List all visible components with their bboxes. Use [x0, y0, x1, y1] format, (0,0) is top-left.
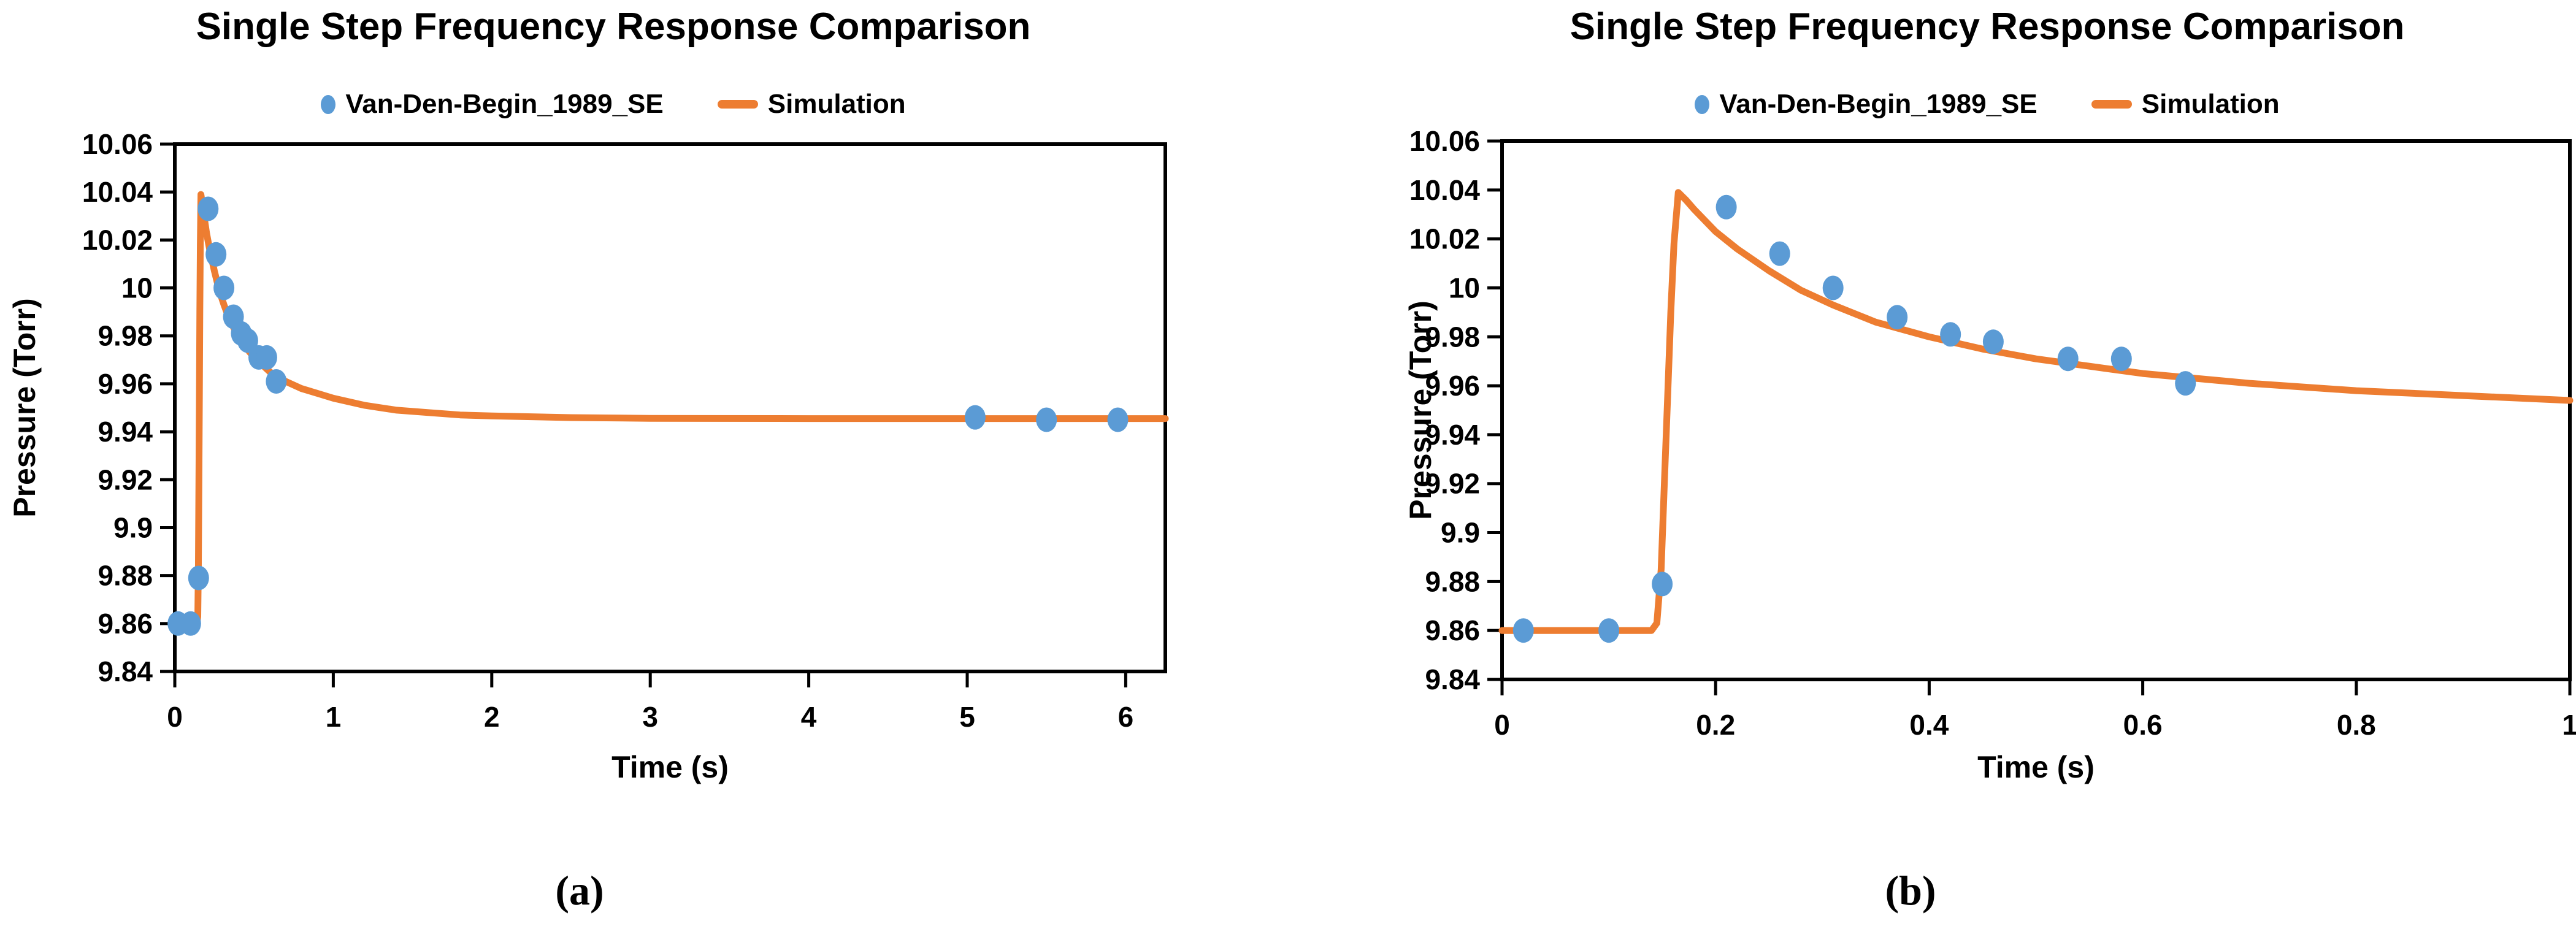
simulation-line [1498, 189, 2574, 634]
y-tick-label: 9.88 [1425, 565, 1480, 597]
chart-b-plot-area: 9.849.869.889.99.929.949.969.981010.0210… [1409, 125, 2576, 741]
chart-b-legend: Van-Den-Begin_1989_SE Simulation [1398, 78, 2576, 130]
plot-frame [173, 142, 1167, 673]
y-tick-label: 9.9 [113, 511, 153, 543]
observed-data-point [1652, 572, 1673, 597]
simulation-line [171, 191, 1169, 627]
observed-data-point [1982, 329, 2004, 354]
x-tick-label: 6 [1118, 701, 1134, 733]
y-tick-label: 10.04 [1409, 174, 1481, 206]
x-tick-label: 3 [642, 701, 658, 733]
y-tick-label: 9.88 [98, 560, 153, 592]
observed-data-point [1036, 407, 1057, 432]
observed-series-marker-icon [1695, 94, 1710, 114]
observed-data-point [180, 611, 201, 636]
chart-b-title: Single Step Frequency Response Compariso… [1570, 6, 2405, 48]
chart-a-x-axis-title: Time (s) [611, 750, 729, 784]
observed-data-point [964, 405, 986, 430]
y-tick-label: 10 [1449, 272, 1480, 304]
chart-a-legend: Van-Den-Begin_1989_SE Simulation [0, 78, 1227, 130]
legend-label-simulation: Simulation [767, 89, 906, 119]
observed-data-point [2175, 371, 2196, 396]
observed-data-point [1887, 305, 1908, 330]
observed-data-point [1940, 322, 1961, 347]
legend-label-simulation: Simulation [2141, 89, 2280, 119]
observed-data-point [256, 345, 277, 370]
y-tick-label: 9.86 [1425, 614, 1480, 646]
y-tick-label: 9.96 [1425, 370, 1480, 402]
y-tick-label: 10.04 [82, 176, 153, 208]
observed-data-point [205, 242, 227, 267]
observed-data-point [188, 565, 209, 591]
y-tick-label: 9.94 [1425, 419, 1480, 451]
observed-series-marker-icon [321, 94, 336, 114]
y-tick-label: 10.06 [1409, 125, 1480, 157]
y-tick-label: 9.84 [1425, 664, 1480, 695]
observed-data-point [1715, 194, 1737, 220]
observed-data-point [1822, 275, 1844, 300]
legend-label-observed: Van-Den-Begin_1989_SE [1719, 89, 2037, 119]
y-tick-label: 9.92 [1425, 468, 1480, 500]
observed-data-point [266, 369, 287, 394]
chart-a-plot-area: 9.849.869.889.99.929.949.969.981010.0210… [82, 128, 1169, 733]
y-tick-label: 9.96 [98, 368, 153, 400]
observed-data-point [1512, 618, 1534, 643]
y-tick-label: 10.06 [82, 128, 153, 160]
x-tick-label: 5 [959, 701, 975, 733]
y-tick-label: 9.98 [1425, 321, 1480, 353]
x-tick-label: 1 [326, 701, 342, 733]
observed-data-point [1598, 618, 1620, 643]
y-tick-label: 9.94 [98, 416, 153, 448]
observed-data-point [2110, 346, 2132, 372]
observed-data-point [2057, 346, 2079, 372]
observed-data-point [237, 328, 258, 353]
chart-panel-b: 9.84 9.86 9.88 9.9 9.92 9.94 9.96 9.98 10 10.02 10… [1398, 0, 2576, 825]
y-tick-label: 10.02 [1409, 223, 1480, 255]
x-tick-label: 2 [484, 701, 500, 733]
x-tick-label: 0.6 [2123, 709, 2163, 741]
panel-a-caption: (a) [555, 867, 604, 914]
x-tick-label: 1 [2562, 709, 2576, 741]
x-tick-label: 4 [801, 701, 817, 733]
x-tick-label: 0.4 [1909, 709, 1949, 741]
observed-data-point [213, 275, 235, 300]
observed-data-point [197, 196, 219, 221]
legend-label-observed: Van-Den-Begin_1989_SE [345, 89, 664, 119]
x-tick-label: 0.2 [1696, 709, 1735, 741]
observed-data-point [1769, 241, 1790, 266]
chart-panel-a: 9.84 9.86 9.88 9.9 9.92 9.94 9.96 9.98 10 10.02 10… [0, 0, 1227, 825]
plot-frame [1500, 139, 2572, 681]
x-tick-label: 0 [1494, 709, 1510, 741]
panel-b-caption: (b) [1885, 867, 1936, 914]
chart-b-y-axis-title: Pressure (Torr) [1403, 300, 1438, 520]
x-tick-label: 0 [167, 701, 183, 733]
y-tick-label: 9.92 [98, 464, 153, 495]
y-tick-label: 10.02 [82, 224, 153, 256]
chart-a-title: Single Step Frequency Response Compariso… [196, 6, 1031, 48]
simulation-series-marker-icon [2091, 100, 2132, 109]
x-tick-label: 0.8 [2337, 709, 2376, 741]
y-tick-label: 9.98 [98, 320, 153, 352]
y-tick-label: 9.9 [1441, 517, 1480, 549]
chart-a-y-axis-title: Pressure (Torr) [7, 298, 42, 518]
y-tick-label: 10 [121, 272, 153, 304]
simulation-series-marker-icon [717, 100, 758, 109]
y-tick-label: 9.86 [98, 608, 153, 640]
chart-b-x-axis-title: Time (s) [1977, 750, 2095, 784]
observed-data-point [1107, 407, 1129, 432]
y-tick-label: 9.84 [98, 656, 153, 687]
